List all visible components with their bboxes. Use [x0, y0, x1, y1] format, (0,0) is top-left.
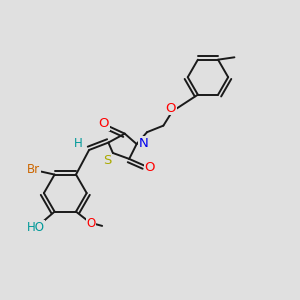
Text: O: O: [86, 217, 95, 230]
Text: HO: HO: [27, 221, 45, 234]
Text: N: N: [138, 137, 148, 150]
Text: O: O: [144, 161, 155, 174]
Text: Br: Br: [27, 163, 40, 176]
Text: O: O: [99, 117, 109, 130]
Text: O: O: [166, 102, 176, 115]
Text: H: H: [74, 137, 83, 150]
Text: S: S: [103, 154, 111, 167]
